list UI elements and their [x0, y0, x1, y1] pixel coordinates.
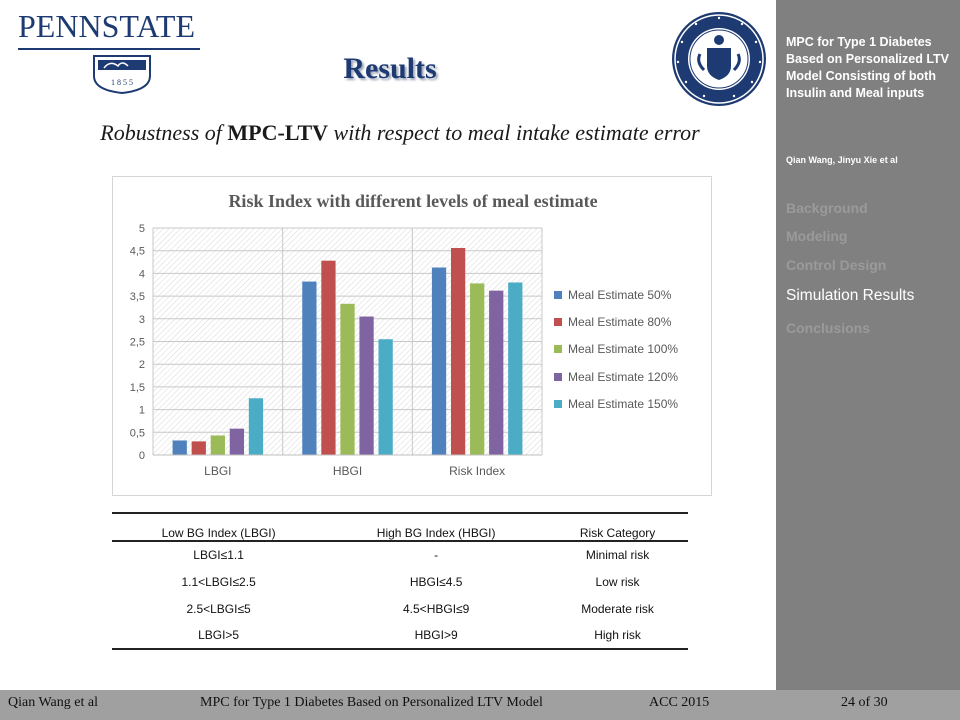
legend-swatch [554, 318, 562, 326]
y-tick-label: 1 [139, 405, 145, 417]
y-tick-label: 3 [139, 314, 145, 326]
x-tick-label: Risk Index [449, 464, 505, 478]
bar [248, 398, 264, 455]
y-tick-label: 0 [139, 450, 145, 462]
subtitle-method: MPC-LTV [227, 120, 329, 145]
pennstate-logo: PENNSTATE 1 8 5 5 [18, 8, 208, 94]
table-row: 2.5<LBGI≤5 4.5<HBGI≤9 Moderate risk [112, 595, 688, 622]
sidebar-item-control-design[interactable]: Control Design [786, 257, 887, 273]
bar [431, 267, 447, 455]
legend-swatch [554, 400, 562, 408]
chart-svg: Risk Index with different levels of meal… [130, 191, 679, 478]
bar [302, 281, 317, 455]
table-cell: Minimal risk [585, 548, 650, 562]
table-row: LBGI>5 HBGI>9 High risk [112, 622, 688, 650]
sidebar-item-modeling[interactable]: Modeling [786, 228, 848, 244]
table-cell: High risk [547, 622, 688, 650]
x-tick-label: LBGI [204, 464, 231, 478]
risk-index-chart: Risk Index with different levels of meal… [112, 176, 712, 496]
y-tick-label: 4 [139, 268, 145, 280]
footer-conference: ACC 2015 [649, 695, 710, 710]
bar [191, 441, 206, 455]
table-cell: HBGI>9 [325, 622, 548, 650]
logo-wordmark: PENNSTATE [18, 8, 195, 44]
table-cell: Low risk [595, 574, 640, 589]
logo-rule [18, 48, 200, 50]
legend-label: Meal Estimate 50% [568, 288, 672, 302]
page-title: Results [343, 52, 437, 85]
bar [450, 247, 466, 455]
bar [210, 435, 225, 455]
subtitle-suffix: with respect to meal intake estimate err… [328, 120, 700, 145]
table-cell: HBGI≤4.5 [409, 574, 463, 589]
bar [378, 339, 393, 455]
footer-page-number: 24 of 30 [841, 695, 888, 710]
y-tick-label: 5 [139, 223, 145, 235]
footer: Qian Wang et al MPC for Type 1 Diabetes … [0, 690, 960, 720]
table-row: LBGI≤1.1 - Minimal risk [112, 541, 688, 568]
table-cell: Moderate risk [581, 601, 654, 616]
legend-label: Meal Estimate 80% [568, 315, 672, 329]
university-seal-icon [672, 12, 766, 106]
legend-swatch [554, 373, 562, 381]
column-header: High BG Index (HBGI) [325, 512, 548, 542]
footer-title: MPC for Type 1 Diabetes Based on Persona… [200, 695, 543, 710]
legend-label: Meal Estimate 150% [568, 397, 678, 411]
column-header: Low BG Index (LBGI) [112, 512, 326, 542]
sidebar-presentation-title: MPC for Type 1 Diabetes Based on Persona… [786, 35, 950, 100]
bar [359, 316, 374, 455]
risk-category-table: Low BG Index (LBGI) High BG Index (HBGI)… [112, 512, 688, 650]
table-header-row: Low BG Index (LBGI) High BG Index (HBGI)… [112, 512, 688, 542]
table-row: 1.1<LBGI≤2.5 HBGI≤4.5 Low risk [112, 568, 688, 595]
bar [340, 303, 355, 455]
sidebar-item-simulation-results[interactable]: Simulation Results [786, 287, 915, 304]
table-cell: 1.1<LBGI≤2.5 [181, 574, 256, 589]
legend-swatch [554, 345, 562, 353]
chart-title: Risk Index with different levels of meal… [228, 191, 597, 211]
sidebar: MPC for Type 1 Diabetes Based on Persona… [776, 0, 960, 690]
legend-swatch [554, 291, 562, 299]
shield-icon: 1 8 5 5 [93, 55, 151, 94]
y-tick-label: 2,5 [130, 337, 145, 349]
table-cell: 4.5<HBGI≤9 [403, 601, 470, 616]
footer-authors: Qian Wang et al [8, 695, 98, 710]
y-tick-label: 0,5 [130, 427, 145, 439]
bar [489, 290, 504, 455]
sidebar-authors: Qian Wang, Jinyu Xie et al [786, 155, 898, 165]
sidebar-item-conclusions[interactable]: Conclusions [786, 320, 871, 336]
table-cell: 2.5<LBGI≤5 [186, 601, 251, 616]
bar [508, 282, 523, 455]
subtitle-prefix: Robustness of [100, 120, 228, 145]
column-header: Risk Category [547, 512, 688, 542]
bar [172, 440, 187, 455]
logo-year: 1 8 5 5 [111, 78, 133, 87]
table-cell: LBGI≤1.1 [193, 548, 244, 562]
table-cell: - [434, 548, 439, 562]
legend-label: Meal Estimate 120% [568, 370, 678, 384]
bar [321, 260, 336, 455]
legend-label: Meal Estimate 100% [568, 342, 678, 356]
table-cell: LBGI>5 [112, 622, 326, 650]
bar [229, 428, 245, 455]
slide: PENNSTATE 1 8 5 5 Results Robustness of … [18, 8, 766, 650]
sidebar-item-background[interactable]: Background [786, 200, 868, 216]
y-tick-label: 4,5 [130, 246, 145, 258]
y-tick-label: 1,5 [130, 382, 145, 394]
slide-subtitle: Robustness of MPC-LTV with respect to me… [60, 120, 740, 146]
bar [470, 283, 485, 455]
y-tick-label: 2 [139, 359, 145, 371]
x-tick-label: HBGI [333, 464, 362, 478]
y-tick-label: 3,5 [130, 291, 145, 303]
